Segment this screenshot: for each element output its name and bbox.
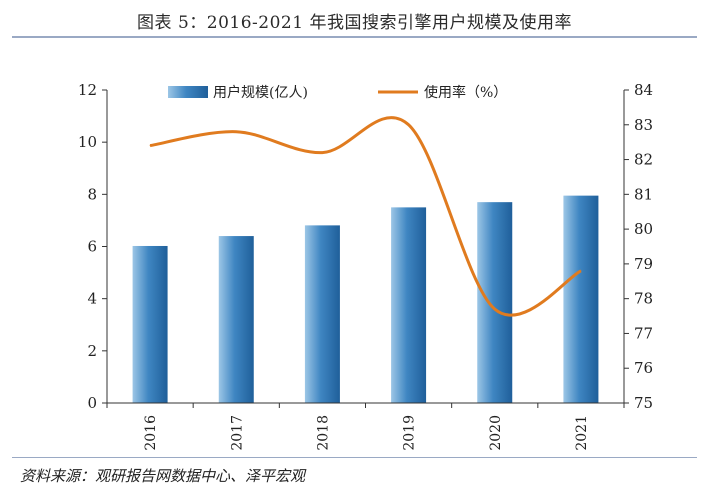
right-tick-label: 82	[634, 151, 653, 169]
source-divider	[12, 457, 697, 458]
x-tick-label: 2019	[402, 415, 418, 451]
bar-2021	[563, 195, 599, 403]
right-tick-label: 80	[634, 220, 653, 238]
right-tick-label: 75	[634, 394, 653, 412]
bar-2020	[477, 202, 513, 403]
left-tick-label: 8	[87, 185, 97, 203]
bars-layer	[132, 195, 599, 403]
line-point-2018	[321, 152, 323, 154]
legend-bar-label: 用户规模(亿人)	[213, 84, 308, 101]
axes-layer: 0 2 4 6 8 10 12 75 76 77 78 79 80 81 82 83 84 2016 2017 201…	[78, 81, 653, 451]
x-tick-label: 2020	[488, 415, 504, 451]
chart-title: 图表 5：2016-2021 年我国搜索引擎用户规模及使用率	[137, 13, 572, 33]
line-point-2017	[235, 131, 237, 133]
bar-2017	[218, 236, 254, 403]
right-tick-label: 76	[634, 359, 653, 377]
title-divider	[12, 36, 697, 38]
left-tick-label: 0	[87, 394, 97, 412]
x-tick-label: 2018	[315, 415, 331, 451]
left-tick-label: 4	[87, 290, 97, 308]
right-tick-label: 77	[634, 324, 653, 342]
left-tick-label: 12	[78, 81, 97, 99]
right-tick-label: 79	[634, 255, 653, 273]
left-tick-label: 6	[87, 238, 97, 256]
right-tick-label: 83	[634, 116, 653, 134]
line-point-2020	[494, 308, 496, 310]
right-tick-label: 78	[634, 290, 653, 308]
line-point-2016	[149, 145, 151, 147]
x-tick-label: 2021	[574, 415, 590, 451]
legend-line-label: 使用率（%）	[424, 84, 507, 101]
x-tick-label: 2017	[229, 415, 245, 451]
bar-2016	[132, 245, 168, 403]
x-tick-label: 2016	[143, 415, 159, 451]
title-bar: 图表 5：2016-2021 年我国搜索引擎用户规模及使用率	[0, 0, 709, 38]
legend: 用户规模(亿人) 使用率（%）	[168, 84, 507, 101]
bar-2019	[391, 207, 427, 403]
left-tick-label: 2	[87, 342, 97, 360]
line-point-2021	[580, 270, 582, 272]
line-point-2019	[408, 124, 410, 126]
chart: 0 2 4 6 8 10 12 75 76 77 78 79 80 81 82 83 84 2016 2017 201…	[78, 81, 653, 451]
legend-bar-swatch	[168, 86, 208, 98]
right-tick-label: 81	[634, 185, 653, 203]
bar-2018	[304, 225, 340, 403]
right-tick-label: 84	[634, 81, 653, 99]
line-series-usage-rate	[149, 116, 582, 317]
source-note: 资料来源：观研报告网数据中心、泽平宏观	[20, 467, 306, 485]
line-layer	[149, 116, 582, 317]
left-tick-label: 10	[78, 133, 97, 151]
